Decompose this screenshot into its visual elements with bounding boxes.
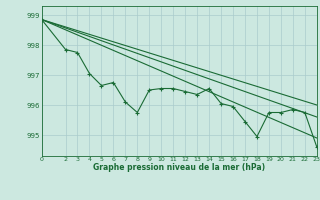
X-axis label: Graphe pression niveau de la mer (hPa): Graphe pression niveau de la mer (hPa) <box>93 163 265 172</box>
